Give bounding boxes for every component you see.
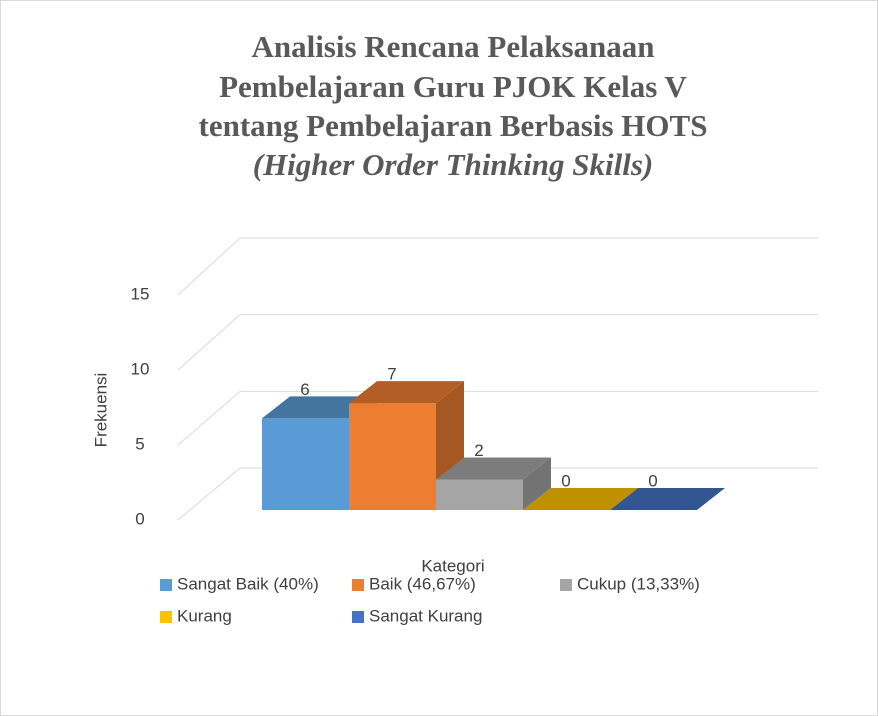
data-label: 0 bbox=[648, 471, 657, 490]
data-label: 6 bbox=[300, 380, 309, 399]
chart-title: Pembelajaran Guru PJOK Kelas V bbox=[219, 69, 687, 104]
legend-swatch bbox=[560, 579, 572, 591]
y-axis-label: Frekuensi bbox=[91, 373, 110, 448]
legend-label: Baik (46,67%) bbox=[369, 574, 476, 593]
bar-top bbox=[523, 488, 638, 510]
grid-line bbox=[177, 467, 241, 521]
bar bbox=[349, 403, 436, 510]
y-tick-label: 10 bbox=[131, 359, 150, 378]
bar-side bbox=[523, 457, 551, 510]
bar bbox=[262, 418, 349, 510]
bar-top bbox=[349, 381, 464, 404]
legend-swatch bbox=[352, 611, 364, 623]
legend-label: Sangat Kurang bbox=[369, 606, 482, 625]
bar-top bbox=[262, 396, 377, 419]
chart-title: Analisis Rencana Pelaksanaan bbox=[251, 29, 654, 64]
data-label: 7 bbox=[387, 365, 396, 384]
data-label: 2 bbox=[474, 441, 483, 460]
legend-swatch bbox=[160, 611, 172, 623]
grid-line bbox=[177, 390, 241, 446]
grid-line bbox=[177, 237, 241, 296]
chart-subtitle: (Higher Order Thinking Skills) bbox=[253, 147, 654, 182]
y-tick-label: 15 bbox=[131, 284, 150, 303]
y-tick-label: 5 bbox=[135, 434, 144, 453]
y-tick-label: 0 bbox=[135, 509, 144, 528]
chart-title: tentang Pembelajaran Berbasis HOTS bbox=[199, 108, 708, 143]
bar bbox=[436, 479, 523, 510]
legend-label: Cukup (13,33%) bbox=[577, 574, 700, 593]
data-label: 0 bbox=[561, 471, 570, 490]
bar-top bbox=[610, 488, 725, 510]
legend-label: Kurang bbox=[177, 606, 232, 625]
bar-top bbox=[436, 457, 551, 480]
legend-swatch bbox=[352, 579, 364, 591]
x-axis-label: Kategori bbox=[421, 556, 484, 575]
grid-line bbox=[177, 314, 241, 371]
legend-label: Sangat Baik (40%) bbox=[177, 574, 319, 593]
legend-swatch bbox=[160, 579, 172, 591]
